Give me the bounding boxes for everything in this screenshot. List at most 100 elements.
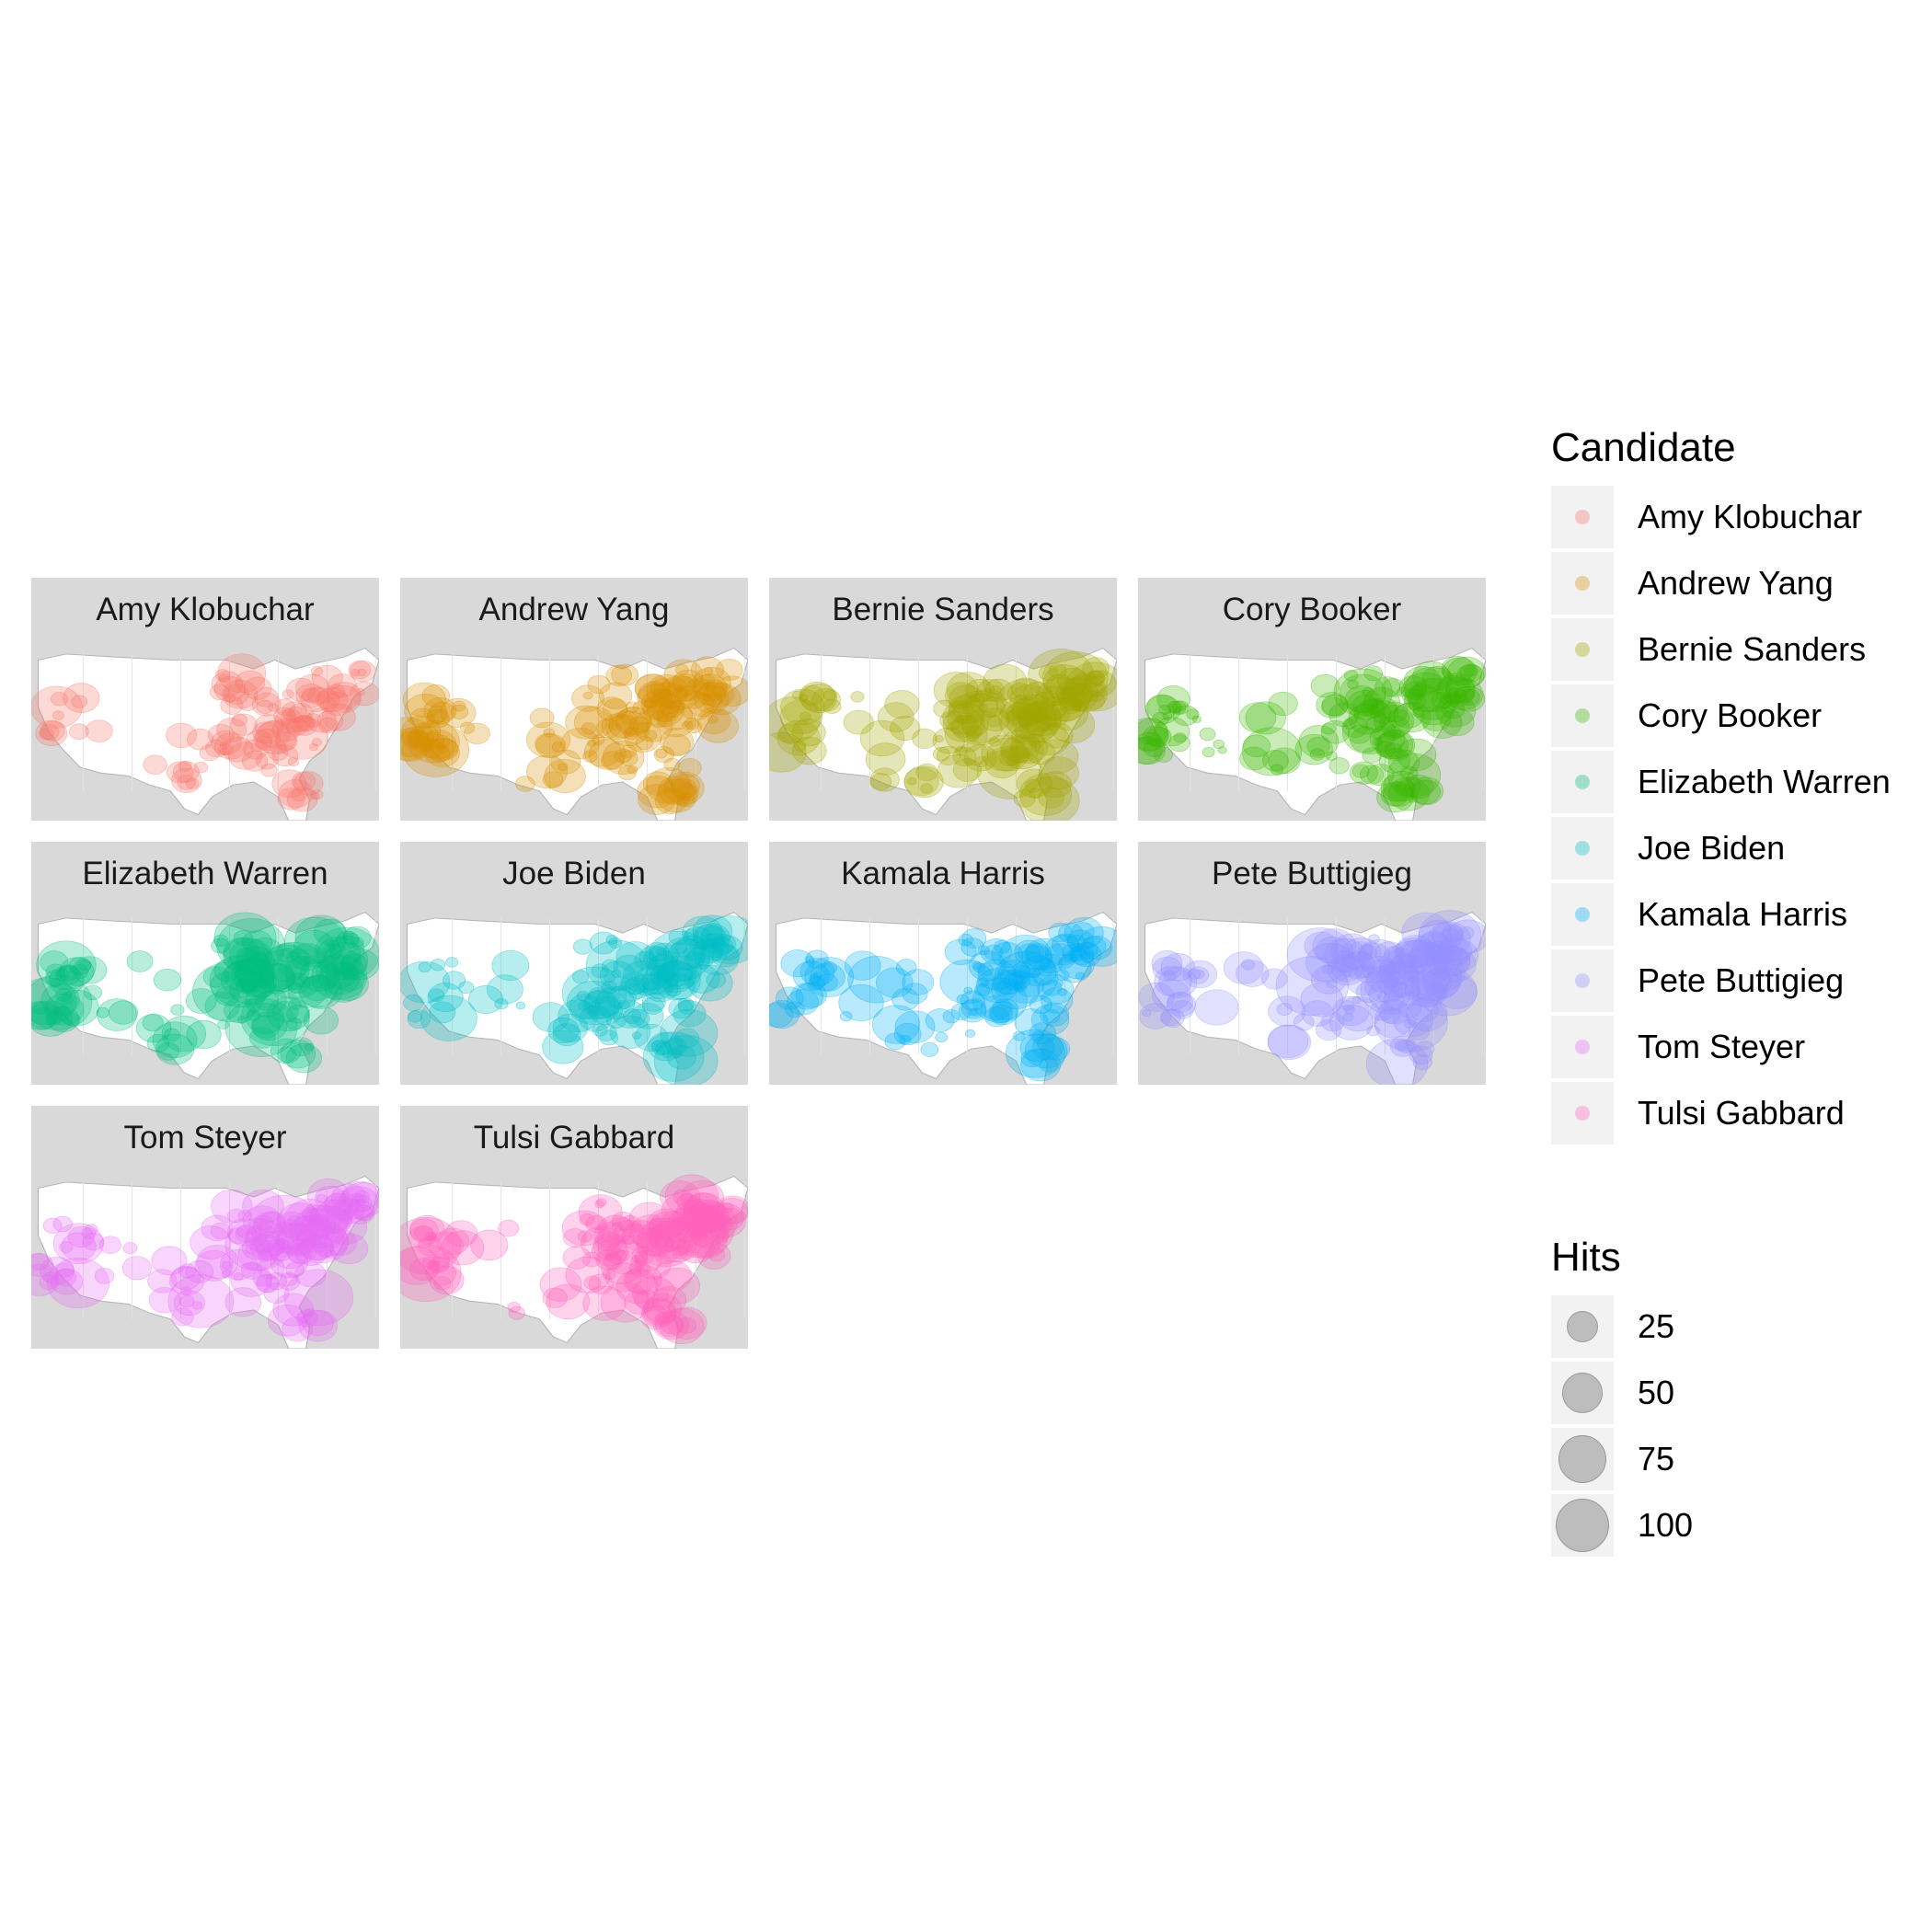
hit-bubble xyxy=(31,1253,50,1271)
hit-bubble xyxy=(948,695,985,725)
hit-bubble xyxy=(950,1003,972,1020)
hit-bubble xyxy=(1421,955,1466,992)
hit-bubble xyxy=(280,1271,298,1287)
hit-bubble xyxy=(667,673,702,702)
hit-bubble xyxy=(565,705,607,740)
hit-bubble xyxy=(620,744,638,758)
facet-panel: Kamala Harris xyxy=(769,842,1117,1085)
hit-bubble xyxy=(625,701,639,713)
hit-bubble xyxy=(605,1216,637,1242)
hit-bubble xyxy=(277,1223,317,1255)
hit-bubble xyxy=(1081,936,1107,957)
hit-bubble xyxy=(1172,705,1199,726)
hit-bubble xyxy=(651,1217,662,1226)
hit-bubble xyxy=(301,974,334,1002)
hit-bubble xyxy=(1422,949,1437,961)
hit-bubble xyxy=(674,1028,700,1049)
hit-bubble xyxy=(316,937,362,973)
hit-bubble xyxy=(578,1230,592,1243)
hit-bubble xyxy=(288,1215,329,1248)
hit-bubble xyxy=(601,981,618,995)
hit-bubble xyxy=(229,938,272,973)
hit-bubble xyxy=(400,726,429,749)
hit-bubble xyxy=(642,972,679,1003)
hit-bubble xyxy=(668,997,694,1019)
hit-bubble xyxy=(340,968,354,980)
hit-bubble xyxy=(978,703,988,711)
hit-bubble xyxy=(233,929,254,947)
hit-bubble xyxy=(42,1217,63,1234)
hit-bubble xyxy=(47,1258,109,1309)
hit-bubble xyxy=(1067,946,1087,962)
hit-bubble xyxy=(402,682,446,718)
hit-bubble xyxy=(152,1021,198,1059)
hit-bubble xyxy=(693,1206,727,1234)
legend-dot xyxy=(1575,907,1590,922)
hit-bubble xyxy=(1384,742,1403,758)
hit-bubble xyxy=(211,1189,253,1224)
hit-bubble xyxy=(251,1015,281,1039)
legend-key xyxy=(1551,949,1614,1012)
hit-bubble xyxy=(443,971,466,990)
hit-bubble xyxy=(1039,1002,1070,1027)
hit-bubble xyxy=(669,1219,680,1228)
hit-bubble xyxy=(1404,667,1460,712)
hit-bubble xyxy=(662,937,705,971)
hit-bubble xyxy=(294,914,348,959)
facet-map xyxy=(400,906,748,1085)
hit-bubble xyxy=(673,1000,707,1028)
hit-bubble xyxy=(1008,971,1031,990)
hit-bubble xyxy=(1348,703,1386,735)
candidate-legend-label: Joe Biden xyxy=(1638,829,1786,867)
hit-bubble xyxy=(286,949,311,969)
hit-bubble xyxy=(286,1018,303,1030)
hit-bubble xyxy=(283,1199,337,1242)
hit-bubble xyxy=(325,1249,337,1259)
hit-bubble xyxy=(36,940,97,990)
hit-bubble xyxy=(708,1204,720,1214)
hit-bubble xyxy=(235,1225,258,1243)
hit-bubble xyxy=(332,962,350,976)
hit-bubble xyxy=(278,979,290,989)
hit-bubble xyxy=(268,703,279,712)
hit-bubble xyxy=(275,716,329,760)
hit-bubble xyxy=(450,704,469,719)
hit-bubble xyxy=(704,692,723,707)
hit-bubble xyxy=(656,700,694,730)
hit-bubble xyxy=(649,1225,682,1253)
hit-bubble xyxy=(222,679,259,709)
hit-bubble xyxy=(1350,727,1382,753)
hit-bubble xyxy=(1006,683,1034,705)
hit-bubble xyxy=(1166,992,1197,1017)
hit-bubble xyxy=(1202,747,1215,758)
hit-bubble xyxy=(1084,670,1105,687)
hit-bubble xyxy=(1384,960,1400,974)
hit-bubble xyxy=(707,946,723,959)
hit-bubble xyxy=(676,792,696,808)
hit-bubble xyxy=(1441,656,1475,684)
hit-bubble xyxy=(121,1256,152,1281)
hit-bubble xyxy=(409,1258,438,1282)
hit-bubble xyxy=(529,707,555,729)
hit-bubble xyxy=(865,742,906,776)
hit-bubble xyxy=(1363,665,1384,682)
hit-bubble xyxy=(337,1219,351,1230)
hit-bubble xyxy=(164,1028,180,1042)
hit-bubble xyxy=(1073,698,1088,712)
hit-bubble xyxy=(1060,689,1077,703)
hit-bubble xyxy=(1366,1025,1380,1037)
hit-bubble xyxy=(589,931,618,955)
hit-bubble xyxy=(720,1202,734,1213)
hit-bubble xyxy=(263,944,310,983)
hit-bubble xyxy=(246,1003,285,1034)
hit-bubble xyxy=(81,1227,97,1239)
hit-bubble xyxy=(975,968,1019,1003)
hit-bubble xyxy=(705,933,718,943)
hit-bubble xyxy=(637,775,677,809)
hit-bubble xyxy=(1446,686,1467,704)
hit-bubble xyxy=(651,1040,672,1056)
hit-bubble xyxy=(656,965,677,982)
hit-bubble xyxy=(301,1207,319,1222)
hit-bubble xyxy=(1006,754,1020,766)
hit-bubble xyxy=(1422,969,1453,994)
